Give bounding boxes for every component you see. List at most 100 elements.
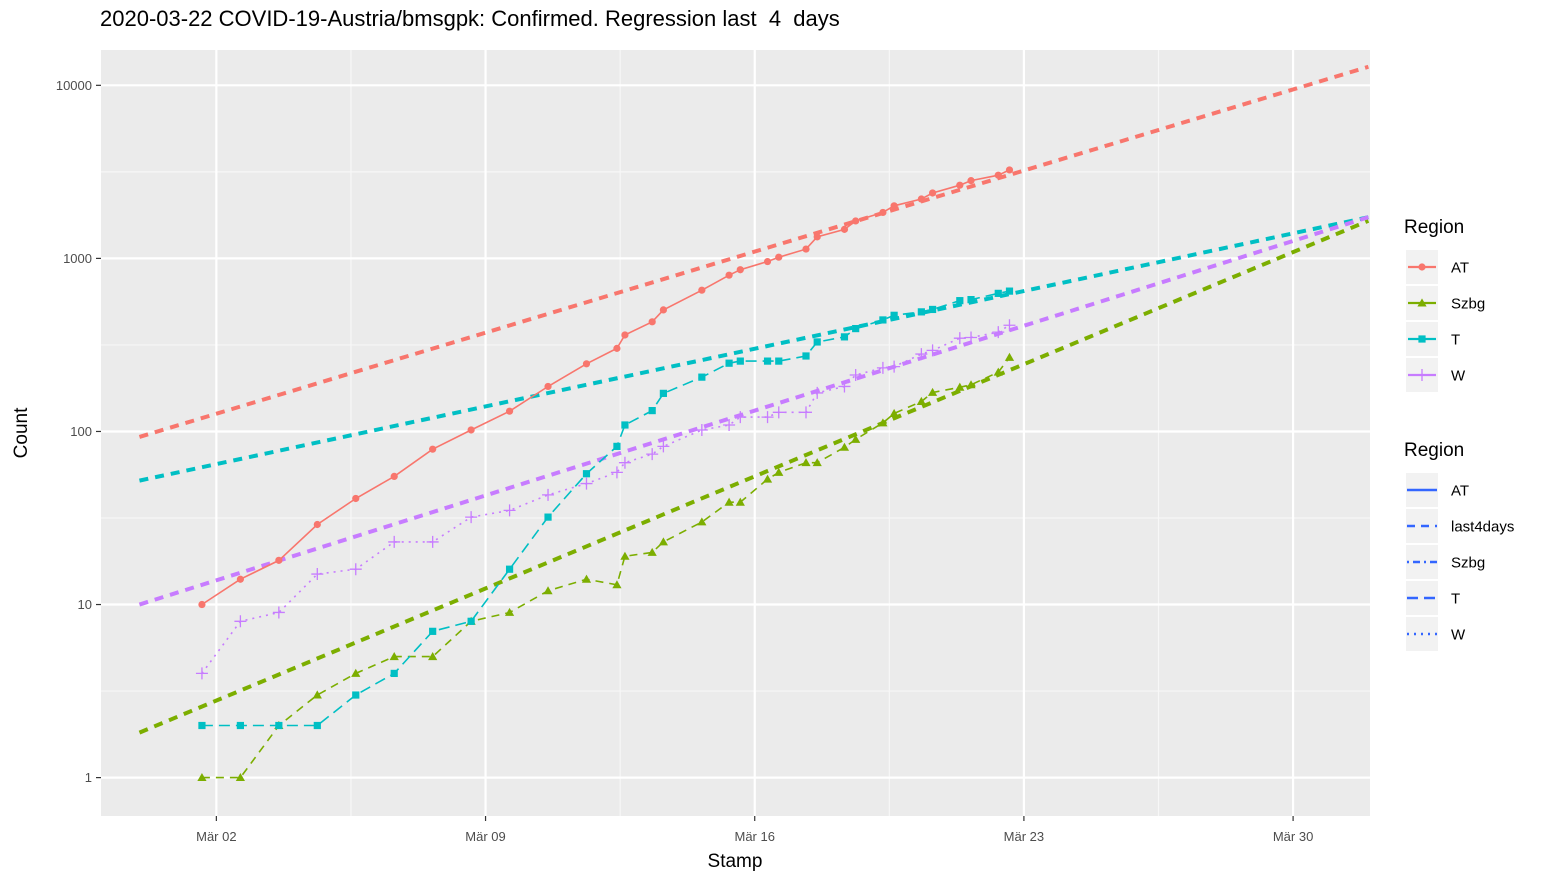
x-axis: Mär 02 Mär 09 Mär 16 Mär 23 Mär 30: [196, 816, 1313, 844]
data-point-szbg: [312, 690, 322, 699]
x-tick-label: Mär 30: [1273, 829, 1313, 844]
data-point-szbg: [812, 458, 822, 467]
data-point-at: [928, 189, 937, 197]
data-point-at: [544, 382, 552, 391]
data-point-w: [426, 535, 439, 548]
data-point-w: [772, 406, 785, 419]
y-axis: 1 10 100 1000 10000: [56, 78, 101, 785]
legend-key-triangle-icon: [1417, 298, 1427, 307]
data-point-t: [725, 359, 733, 367]
data-point-w: [503, 504, 516, 517]
data-point-w: [272, 606, 285, 619]
data-point-at: [313, 520, 321, 529]
legend-linetype: Region AT last4days Szbg T W: [1404, 440, 1514, 651]
data-point-szbg: [504, 607, 515, 616]
legend-key-circle-icon: [1418, 263, 1426, 271]
x-tick-label: Mär 16: [734, 829, 774, 844]
data-point-w: [761, 411, 774, 424]
data-point-t: [763, 357, 772, 365]
data-point-szbg: [197, 773, 207, 782]
data-point-at: [890, 202, 898, 210]
data-point-w: [646, 448, 659, 461]
data-point-at: [613, 344, 621, 352]
data-point-szbg: [878, 418, 888, 427]
data-point-w: [849, 368, 862, 381]
data-point-szbg: [916, 396, 926, 405]
data-point-w: [723, 418, 736, 431]
legend-linetype-item-t: T: [1406, 581, 1460, 615]
data-point-szbg: [801, 458, 811, 467]
data-point-szbg: [839, 442, 850, 451]
data-point-t: [802, 352, 810, 360]
data-point-t: [313, 721, 321, 730]
data-point-t: [879, 316, 887, 324]
series-lines: [201, 169, 1011, 779]
data-point-at: [763, 257, 772, 266]
legend-label: W: [1451, 627, 1466, 644]
data-point-t: [544, 513, 552, 521]
legend-label: T: [1451, 591, 1460, 608]
legend-color-title: Region: [1404, 217, 1464, 238]
data-point-t: [198, 721, 206, 730]
legend-label: AT: [1451, 260, 1469, 277]
data-point-w: [311, 568, 324, 581]
regression-line-at: [138, 64, 1369, 439]
data-point-szbg: [774, 467, 784, 476]
data-point-szbg: [851, 434, 861, 443]
data-point-szbg: [647, 547, 657, 556]
legend-linetype-item-w: W: [1406, 617, 1466, 651]
data-point-t: [698, 373, 706, 381]
data-point-t: [890, 311, 898, 319]
data-point-t: [967, 295, 975, 304]
data-point-szbg: [955, 382, 965, 391]
data-point-t: [917, 308, 925, 316]
data-point-at: [467, 426, 475, 434]
data-point-w: [926, 344, 939, 357]
data-point-at: [275, 556, 283, 564]
data-point-at: [802, 245, 810, 253]
data-point-w: [953, 332, 966, 345]
data-point-w: [580, 477, 593, 490]
legend-key-square-icon: [1418, 335, 1426, 343]
data-point-at: [236, 575, 244, 583]
y-tick-label: 100: [70, 424, 92, 439]
data-point-at: [879, 208, 887, 217]
regression-line-szbg: [138, 218, 1370, 735]
data-point-w: [876, 361, 889, 374]
data-point-t: [928, 305, 937, 314]
data-point-szbg: [620, 551, 630, 560]
legend-color-item-t: T: [1406, 322, 1460, 356]
data-point-w: [234, 615, 247, 628]
legend-key-plus-icon: [1416, 369, 1428, 381]
data-point-szbg: [966, 380, 976, 389]
legend-color-item-szbg: Szbg: [1406, 286, 1485, 320]
data-point-at: [582, 360, 591, 368]
y-tick-label: 10: [78, 597, 92, 612]
data-point-t: [1005, 287, 1014, 295]
data-point-w: [888, 360, 901, 373]
data-point-t: [582, 470, 591, 478]
legend-linetype-title: Region: [1404, 440, 1464, 461]
data-point-w: [657, 440, 670, 453]
y-tick-label: 1000: [63, 251, 92, 266]
data-point-t: [467, 617, 475, 625]
data-point-at: [725, 271, 733, 279]
data-point-at: [967, 177, 975, 185]
data-point-at: [390, 472, 398, 481]
series-line-szbg: [201, 356, 1011, 779]
data-point-at: [648, 318, 656, 326]
legend-label: Szbg: [1451, 555, 1485, 572]
data-point-w: [1003, 319, 1016, 332]
data-point-t: [613, 442, 621, 450]
data-point-at: [840, 225, 849, 233]
data-point-szbg: [724, 497, 734, 506]
data-point-t: [648, 406, 656, 415]
regression-line-w: [138, 215, 1369, 607]
regression-line-t: [139, 215, 1369, 483]
x-tick-label: Mär 09: [465, 829, 505, 844]
legend-color-item-at: AT: [1406, 250, 1469, 284]
grid-major: [101, 50, 1370, 816]
regression-lines: [138, 64, 1370, 735]
data-point-t: [956, 297, 964, 305]
data-point-w: [695, 423, 708, 436]
